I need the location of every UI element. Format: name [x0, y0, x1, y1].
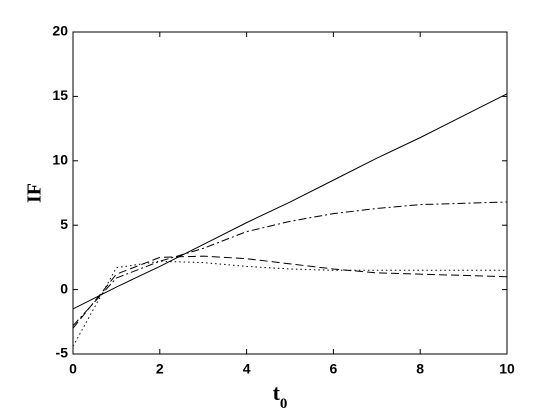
y-axis-label: IF [24, 183, 46, 203]
y-tick-label: 15 [52, 87, 68, 103]
x-tick-label: 6 [330, 361, 338, 377]
y-tick-label: 10 [52, 152, 68, 168]
y-tick-label: 5 [60, 216, 68, 232]
x-tick-label: 10 [499, 361, 515, 377]
x-axis-label: t0 [273, 380, 288, 412]
x-tick-label: 0 [69, 361, 77, 377]
x-tick-label: 4 [243, 361, 251, 377]
line-series [72, 255, 508, 329]
line-series [72, 93, 508, 310]
y-tick-label: -5 [56, 345, 69, 361]
line-series [72, 201, 508, 327]
plot-box [72, 31, 508, 355]
x-axis-label-main: t [273, 380, 281, 405]
x-tick-label: 2 [156, 361, 164, 377]
y-tick-label: 0 [60, 280, 68, 296]
y-tick-label: 20 [52, 23, 68, 39]
x-tick-label: 8 [416, 361, 424, 377]
x-axis-label-subscript: 0 [280, 396, 288, 412]
